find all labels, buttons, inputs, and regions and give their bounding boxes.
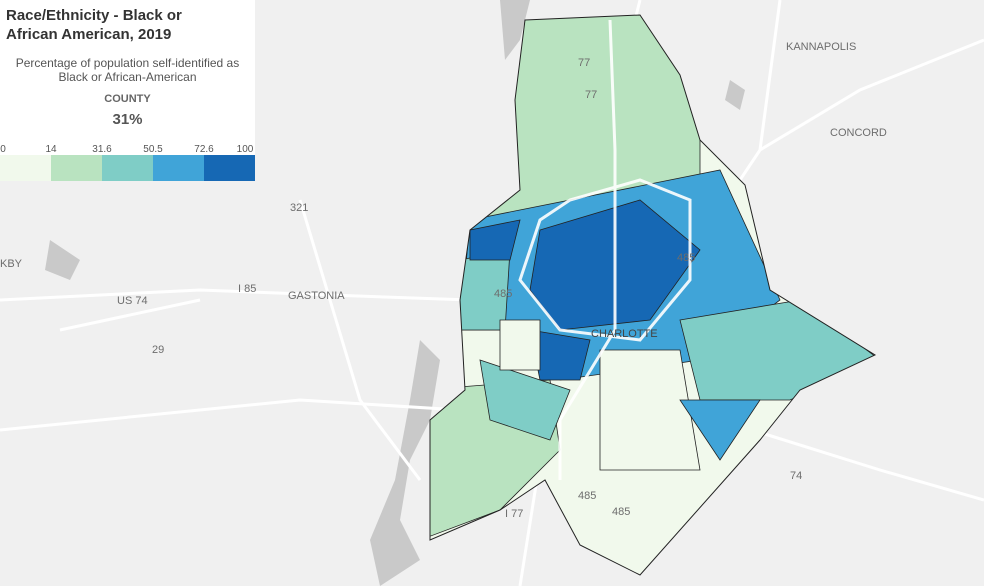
county-outline bbox=[429, 14, 877, 576]
place-label: KBY bbox=[0, 258, 23, 270]
legend-swatch bbox=[204, 155, 255, 181]
county-label: COUNTY bbox=[104, 93, 151, 105]
route-label: 77 bbox=[585, 89, 597, 101]
route-label: 485 bbox=[677, 252, 695, 264]
panel-title: Race/Ethnicity - Black or African Americ… bbox=[6, 7, 182, 43]
legend-panel: Race/Ethnicity - Black or African Americ… bbox=[0, 0, 255, 181]
legend-swatch bbox=[51, 155, 102, 181]
route-label: 74 bbox=[790, 470, 802, 482]
legend-tick-label: 0 bbox=[0, 144, 6, 155]
legend-swatch bbox=[153, 155, 204, 181]
legend-tick-label: 50.5 bbox=[143, 144, 163, 155]
legend-tick-label: 14 bbox=[45, 144, 57, 155]
legend-tick-label: 31.6 bbox=[92, 144, 112, 155]
place-label: CHARLOTTE bbox=[591, 328, 658, 340]
route-label: US 74 bbox=[117, 295, 148, 307]
route-label: I 85 bbox=[238, 283, 256, 295]
county-value: 31% bbox=[112, 111, 143, 128]
route-label: 29 bbox=[152, 344, 164, 356]
tracts bbox=[430, 15, 875, 575]
route-label: I 77 bbox=[505, 508, 523, 520]
route-label: 485 bbox=[578, 490, 596, 502]
legend-swatch bbox=[102, 155, 153, 181]
place-label: KANNAPOLIS bbox=[786, 41, 856, 53]
route-label: 77 bbox=[578, 57, 590, 69]
water bbox=[45, 0, 745, 586]
place-labels: KANNAPOLIS CONCORD GASTONIA CHARLOTTE US… bbox=[0, 41, 887, 520]
legend-swatch bbox=[0, 155, 51, 181]
legend-tick-label: 72.6 bbox=[194, 144, 214, 155]
route-label: 485 bbox=[494, 288, 512, 300]
route-label: 321 bbox=[290, 202, 308, 214]
place-label: GASTONIA bbox=[288, 290, 345, 302]
route-label: 485 bbox=[612, 506, 630, 518]
place-label: CONCORD bbox=[830, 127, 887, 139]
panel-subtitle: Percentage of population self-identified… bbox=[15, 56, 240, 84]
legend-tick-label: 100 bbox=[236, 144, 254, 155]
interstates bbox=[518, 19, 692, 480]
